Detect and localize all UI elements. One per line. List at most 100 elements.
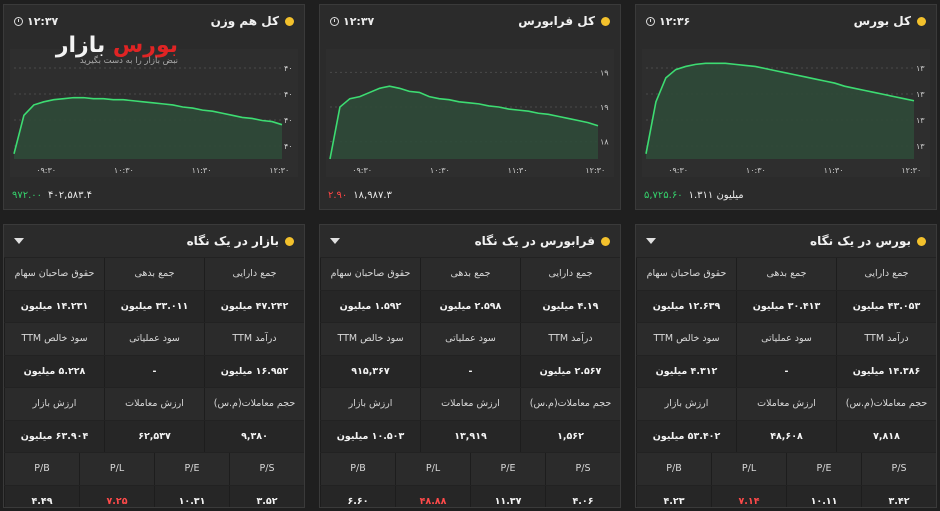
index-stats: ۹۷۲.۰۰ ۴۰۲,۵۸۳.۴ bbox=[12, 190, 92, 201]
watermark: بورس بازار نبض بازار را به دست بگیرید bbox=[8, 33, 178, 66]
index-chart-svg: ۴۰ ۴۰ ۴۰ ۴۰ ۰۹:۳۰ ۱۰:۳۰ ۱۱:۳۰ ۱۲:۳۰ bbox=[13, 64, 293, 175]
index-line bbox=[13, 96, 283, 154]
glance-label-row: درآمد TTM سود عملیاتی سود خالص TTM bbox=[636, 322, 936, 355]
glance-label-row: جمع دارایی جمع بدهی حقوق صاحبان سهام bbox=[636, 257, 936, 290]
status-dot-icon bbox=[601, 16, 610, 26]
glance-header[interactable]: بورس در یک نگاه bbox=[636, 225, 936, 257]
glance-value-row: ۴۳.۰۵۳ میلیون ۳۰.۴۱۳ میلیون ۱۲.۶۳۹ میلیون bbox=[636, 289, 936, 322]
glance-label: جمع دارایی bbox=[520, 258, 620, 290]
glance-value: ۴.۲۳ bbox=[636, 485, 711, 507]
glance-value: ۱۶.۹۵۲ میلیون bbox=[204, 355, 304, 387]
glance-header[interactable]: فرابورس در یک نگاه bbox=[320, 225, 620, 257]
index-area bbox=[646, 63, 914, 159]
glance-label: سود عملیاتی bbox=[104, 323, 204, 355]
card-title: کل بورس bbox=[853, 14, 911, 28]
glance-card-market: بازار در یک نگاه جمع دارایی جمع بدهی حقوق … bbox=[3, 224, 305, 508]
glance-value: ۶۳.۹۰۴ میلیون bbox=[4, 420, 104, 452]
glance-value: ۴۸.۸۸ bbox=[395, 485, 470, 507]
glance-value: ۱,۵۶۲ bbox=[520, 420, 620, 452]
glance-label: درآمد TTM bbox=[836, 323, 936, 355]
index-change: ۲.۹۰ bbox=[328, 190, 348, 201]
index-chart-svg: ۱۳ ۱۳ ۱۳ ۱۳ ۰۹:۳۰ ۱۰:۳۰ ۱۱:۳۰ ۱۲:۳۰ bbox=[645, 62, 925, 175]
glance-label: سود خالص TTM bbox=[4, 323, 104, 355]
status-dot-icon bbox=[601, 236, 610, 246]
glance-label-row: درآمد TTM سود عملیاتی سود خالص TTM bbox=[4, 322, 304, 355]
card-header: کل فرابورس ۱۲:۳۷ bbox=[320, 5, 620, 37]
glance-label: درآمد TTM bbox=[520, 323, 620, 355]
glance-value: ۱۴.۳۸۶ میلیون bbox=[836, 355, 936, 387]
glance-label: ارزش معاملات bbox=[420, 388, 520, 420]
glance-grid: جمع دارایی جمع بدهی حقوق صاحبان سهام ۴۳.۰۵۳… bbox=[636, 257, 936, 507]
glance-label: P/E bbox=[470, 453, 545, 485]
glance-value: ۴.۰۶ bbox=[545, 485, 620, 507]
glance-label: ارزش بازار bbox=[636, 388, 736, 420]
index-line bbox=[645, 62, 915, 154]
clock-icon bbox=[646, 16, 655, 26]
x-tick-label: ۱۱:۳۰ bbox=[824, 166, 844, 175]
glance-label: P/B bbox=[636, 453, 711, 485]
glance-value-row: ۲.۵۶۷ میلیون -۹۱۵,۳۶۷ bbox=[320, 354, 620, 387]
glance-value: ۹,۳۸۰ bbox=[204, 420, 304, 452]
index-value: ۱۸,۹۸۷.۳ bbox=[353, 190, 392, 201]
y-tick-label: ۴۰ bbox=[284, 142, 293, 151]
index-card-equal-weight: کل هم وزن ۱۲:۳۷ ۴۰ ۴۰ ۴۰ ۴۰ ۰۹:۳۰ ۱۰:۳۰ ۱۱:۳۰ ۱… bbox=[3, 4, 305, 210]
glance-label-row: درآمد TTM سود عملیاتی سود خالص TTM bbox=[320, 322, 620, 355]
glance-value: ۷.۱۴ bbox=[711, 485, 786, 507]
glance-value: ۴۷.۲۴۲ میلیون bbox=[204, 290, 304, 322]
glance-label: P/S bbox=[861, 453, 936, 485]
clock-icon bbox=[330, 16, 339, 26]
glance-value-row: ۳.۵۲ ۱۰.۳۱ ۷.۲۵ ۴.۴۹ bbox=[4, 484, 304, 507]
glance-value: ۱۱.۳۷ bbox=[470, 485, 545, 507]
glance-header[interactable]: بازار در یک نگاه bbox=[4, 225, 304, 257]
glance-value: ۳۳.۰۱۱ میلیون bbox=[104, 290, 204, 322]
glance-label: P/S bbox=[545, 453, 620, 485]
x-tick-label: ۱۱:۳۰ bbox=[192, 166, 212, 175]
glance-value: ۳.۵۲ bbox=[229, 485, 304, 507]
y-tick-label: ۱۳ bbox=[916, 116, 925, 125]
glance-label: حجم معاملات(م.س) bbox=[204, 388, 304, 420]
y-tick-label: ۱۳ bbox=[916, 142, 925, 151]
index-line bbox=[329, 85, 599, 160]
index-chart[interactable]: ۱۳ ۱۳ ۱۳ ۱۳ ۰۹:۳۰ ۱۰:۳۰ ۱۱:۳۰ ۱۲:۳۰ bbox=[642, 49, 930, 177]
dropdown-arrow-icon[interactable] bbox=[14, 238, 24, 244]
card-header: کل هم وزن ۱۲:۳۷ bbox=[4, 5, 304, 37]
glance-value-row: ۴.۱۹ میلیون ۲.۵۹۸ میلیون ۱.۵۹۲ میلیون bbox=[320, 289, 620, 322]
index-value: ۱.۳۱۱ میلیون bbox=[688, 190, 744, 201]
update-time: ۱۲:۳۶ bbox=[659, 14, 691, 28]
glance-value-row: ۹,۳۸۰ ۶۲,۵۳۷ ۶۳.۹۰۴ میلیون bbox=[4, 419, 304, 452]
card-header: کل بورس ۱۲:۳۶ bbox=[636, 5, 936, 37]
index-change: ۹۷۲.۰۰ bbox=[12, 190, 43, 201]
glance-label: حجم معاملات(م.س) bbox=[836, 388, 936, 420]
glance-value: ۱۰.۳۱ bbox=[154, 485, 229, 507]
y-tick-label: ۱۸ bbox=[600, 138, 609, 147]
glance-card-farabourse: فرابورس در یک نگاه جمع دارایی جمع بدهی حقو… bbox=[319, 224, 621, 508]
y-tick-label: ۴۰ bbox=[284, 90, 293, 99]
y-tick-label: ۱۹ bbox=[600, 103, 609, 112]
glance-title: بازار در یک نگاه bbox=[186, 234, 279, 248]
index-stats: ۵,۷۲۵.۶۰ ۱.۳۱۱ میلیون bbox=[644, 190, 744, 201]
glance-value-row: ۱۶.۹۵۲ میلیون -۵.۲۲۸ میلیون bbox=[4, 354, 304, 387]
glance-label: P/E bbox=[786, 453, 861, 485]
glance-value-row: ۱۴.۳۸۶ میلیون -۴.۳۱۲ میلیون bbox=[636, 354, 936, 387]
y-tick-label: ۱۹ bbox=[600, 68, 609, 77]
glance-value: ۴۸,۶۰۸ bbox=[736, 420, 836, 452]
x-tick-label: ۰۹:۳۰ bbox=[668, 166, 688, 175]
x-tick-label: ۱۰:۳۰ bbox=[114, 166, 134, 175]
glance-value: ۵.۲۲۸ میلیون bbox=[4, 355, 104, 387]
index-card-bourse: کل بورس ۱۲:۳۶ ۱۳ ۱۳ ۱۳ ۱۳ ۰۹:۳۰ ۱۰:۳۰ ۱۱:۳۰ ۱۲:… bbox=[635, 4, 937, 210]
dropdown-arrow-icon[interactable] bbox=[330, 238, 340, 244]
glance-label-row: P/S P/E P/L P/B bbox=[4, 452, 304, 485]
glance-value: ۲.۵۶۷ میلیون bbox=[520, 355, 620, 387]
index-chart[interactable]: ۴۰ ۴۰ ۴۰ ۴۰ ۰۹:۳۰ ۱۰:۳۰ ۱۱:۳۰ ۱۲:۳۰ bbox=[10, 49, 298, 177]
dropdown-arrow-icon[interactable] bbox=[646, 238, 656, 244]
glance-label: P/L bbox=[711, 453, 786, 485]
glance-value: ۱۰.۱۱ bbox=[786, 485, 861, 507]
index-value: ۴۰۲,۵۸۳.۴ bbox=[48, 190, 93, 201]
x-tick-label: ۰۹:۳۰ bbox=[352, 166, 372, 175]
glance-label-row: حجم معاملات(م.س) ارزش معاملات ارزش بازار bbox=[636, 387, 936, 420]
index-chart[interactable]: ۱۹ ۱۹ ۱۸ ۰۹:۳۰ ۱۰:۳۰ ۱۱:۳۰ ۱۲:۳۰ bbox=[326, 49, 614, 177]
glance-value-row: ۴۷.۲۴۲ میلیون ۳۳.۰۱۱ میلیون ۱۴.۲۳۱ میلیون bbox=[4, 289, 304, 322]
glance-value: ۲.۵۹۸ میلیون bbox=[420, 290, 520, 322]
watermark-tagline: نبض بازار را به دست بگیرید bbox=[79, 56, 178, 66]
index-area bbox=[14, 97, 282, 159]
